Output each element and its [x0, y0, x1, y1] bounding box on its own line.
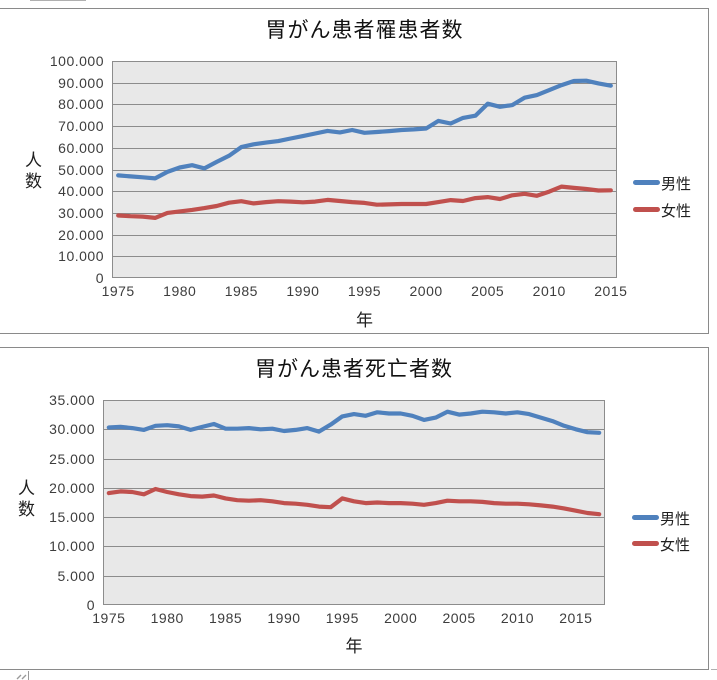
- x-tick-label: 1990: [286, 283, 320, 299]
- legend-label: 男性: [660, 511, 691, 528]
- x-tick-label: 1995: [325, 610, 359, 626]
- series-line-female: [106, 486, 602, 517]
- y-tick-label: 0: [86, 597, 95, 613]
- legend-line-swatch: [632, 515, 659, 520]
- y-tick-label: 50.000: [58, 161, 104, 178]
- gridline-artifact-bottom: [711, 669, 717, 670]
- legend-label: 女性: [661, 203, 692, 220]
- mortality-y-axis-title: 人数: [15, 479, 34, 521]
- x-tick-label: 2005: [471, 283, 505, 299]
- x-tick-label: 1975: [92, 610, 126, 626]
- mortality-x-axis-title: 年: [345, 637, 363, 656]
- y-tick-label: 20.000: [49, 479, 95, 496]
- x-tick-label: 2015: [559, 610, 593, 626]
- x-tick-label: 2000: [384, 610, 418, 626]
- incidence-chart-title: 胃がん患者罹患者数: [265, 19, 464, 42]
- x-tick-label: 1990: [267, 610, 301, 626]
- y-tick-label: 35.000: [49, 392, 95, 408]
- series-line-female: [116, 184, 613, 220]
- x-tick-label: 1975: [101, 283, 135, 299]
- x-tick-label: 1980: [163, 283, 197, 299]
- y-tick-label: 10.000: [49, 538, 95, 555]
- x-tick-label: 2000: [409, 283, 443, 299]
- y-tick-label: 90.000: [58, 74, 104, 91]
- y-tick-label: 80.000: [58, 96, 104, 113]
- plot-canvas: [103, 400, 605, 605]
- series-line-male: [106, 409, 602, 435]
- legend-label: 女性: [660, 537, 691, 554]
- x-tick-label: 1980: [150, 610, 184, 626]
- y-tick-label: 20.000: [58, 226, 104, 243]
- y-tick-label: 5.000: [57, 567, 95, 584]
- x-tick-label: 2010: [532, 283, 566, 299]
- incidence-x-axis-title: 年: [356, 311, 373, 330]
- y-tick-label: 0: [95, 270, 104, 286]
- x-tick-label: 2010: [500, 610, 535, 626]
- y-tick-label: 60.000: [58, 139, 104, 156]
- y-tick-label: 30.000: [58, 204, 104, 221]
- legend-line-swatch: [632, 541, 659, 546]
- y-tick-label: 70.000: [58, 118, 104, 135]
- incidence-plot-area: [112, 61, 617, 278]
- y-tick-label: 25.000: [49, 450, 95, 467]
- y-tick-label: 15.000: [49, 509, 95, 526]
- x-tick-label: 1995: [347, 283, 382, 299]
- legend-line-swatch: [633, 207, 660, 212]
- gridline-artifact-top: [30, 0, 86, 1]
- incidence-y-axis-title: 人数: [22, 151, 41, 193]
- series-line-male: [116, 78, 613, 181]
- y-tick-label: 30.000: [49, 421, 95, 438]
- mortality-plot-area: [103, 400, 605, 605]
- x-tick-label: 2015: [594, 283, 628, 299]
- x-tick-label: 2005: [442, 610, 476, 626]
- mortality-chart-title: 胃がん患者死亡者数: [255, 358, 453, 381]
- y-tick-label: 40.000: [58, 183, 104, 200]
- x-tick-label: 1985: [209, 610, 243, 626]
- legend-label: 男性: [661, 176, 692, 193]
- plot-canvas: [112, 61, 617, 278]
- legend-line-swatch: [633, 180, 660, 185]
- y-tick-label: 10.000: [58, 248, 104, 265]
- y-tick-label: 100.000: [49, 53, 104, 69]
- resize-handle-icon: [16, 674, 27, 680]
- x-tick-label: 1985: [224, 283, 258, 299]
- cell-border-artifact: [28, 671, 29, 680]
